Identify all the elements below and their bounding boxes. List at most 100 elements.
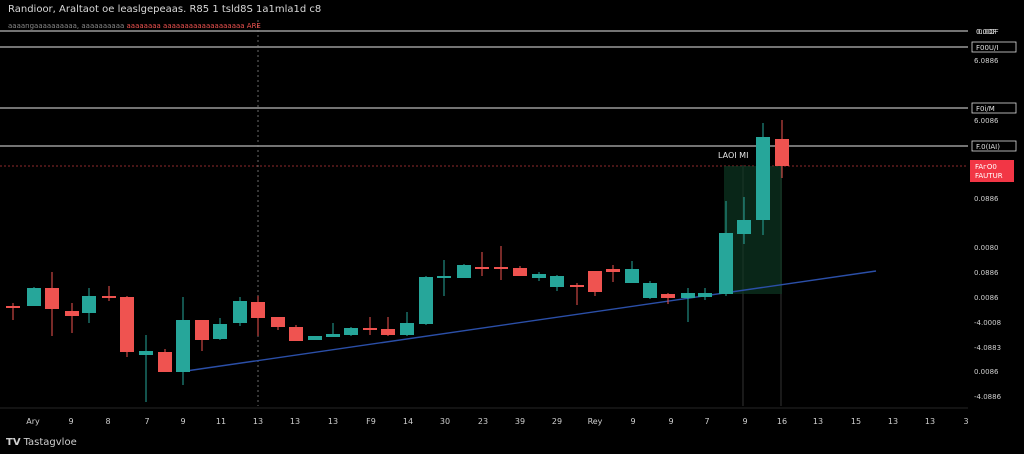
- candle: [661, 293, 675, 304]
- candle: [494, 246, 508, 280]
- candle-body: [139, 351, 153, 355]
- candle-body: [775, 139, 789, 166]
- logo-text: Tastagvloe: [23, 437, 77, 448]
- y-tick-label: 0.0886: [974, 195, 999, 203]
- y-tick-label: 0.0886: [974, 269, 999, 277]
- y-tick-label: 0.0080: [974, 244, 999, 252]
- x-tick-label: 13: [253, 417, 263, 426]
- candle: [719, 201, 733, 296]
- candle-body: [457, 265, 471, 278]
- candle-body: [6, 306, 20, 308]
- x-tick-label: 9: [630, 417, 635, 426]
- x-tick-label: 13: [813, 417, 823, 426]
- x-tick-label: Ary: [26, 417, 40, 426]
- x-tick-label: 30: [440, 417, 450, 426]
- candle: [400, 312, 414, 336]
- candle: [195, 320, 209, 351]
- candle-body: [475, 267, 489, 269]
- x-tick-label: 3: [963, 417, 968, 426]
- level-label: F.0(IAI): [971, 140, 1017, 152]
- candle-body: [756, 137, 770, 220]
- candle-body: [326, 334, 340, 337]
- candle: [550, 275, 564, 291]
- candle: [233, 297, 247, 326]
- candle: [65, 303, 79, 333]
- candle-body: [532, 274, 546, 278]
- candle: [176, 297, 190, 385]
- candle-body: [344, 328, 358, 335]
- subtitle-red: aaaaaaaa aaaaaaaaaaaaaaaaaaa ARE: [126, 22, 261, 30]
- candle: [251, 296, 265, 336]
- y-tick-label: 0.0OF: [978, 28, 999, 36]
- x-tick-label: 15: [851, 417, 861, 426]
- level-label-text: F00U/I: [976, 44, 998, 52]
- y-tick-label: 0.0086: [974, 294, 999, 302]
- candle: [681, 288, 695, 322]
- candle-body: [233, 301, 247, 323]
- candle: [120, 296, 134, 357]
- candle: [289, 325, 303, 341]
- candle-body: [737, 220, 751, 234]
- x-tick-label: Rey: [588, 417, 603, 426]
- candle: [45, 272, 59, 336]
- candle-body: [102, 296, 116, 298]
- x-tick-label: 9: [180, 417, 185, 426]
- candle: [643, 281, 657, 299]
- current-price-badge-text: FAгO0: [975, 163, 997, 171]
- candle: [698, 288, 712, 300]
- x-tick-label: 11: [216, 417, 226, 426]
- candle-body: [400, 323, 414, 335]
- candle-body: [643, 283, 657, 298]
- candle-body: [251, 302, 265, 318]
- candle-body: [513, 268, 527, 276]
- level-label-box: [971, 102, 1017, 114]
- measure-zone: [724, 166, 782, 294]
- candle: [419, 276, 433, 325]
- y-tick-label: 0.0086: [974, 368, 999, 376]
- x-tick-label: F9: [366, 417, 376, 426]
- chart-header-title: Randioor, Araltaot oe leaslgepeaas. R85 …: [8, 4, 322, 15]
- chart-header-subtitle: aaaangaaaaaaaaaa, aaaaaaaaaa aaaaaaaa aa…: [8, 22, 261, 30]
- x-tick-label: 7: [144, 417, 149, 426]
- x-tick-label: 9: [68, 417, 73, 426]
- level-label-text: F.0(IAI): [976, 143, 1000, 151]
- candle-body: [494, 267, 508, 269]
- candle-body: [419, 277, 433, 324]
- candle: [737, 197, 751, 244]
- x-tick-label: 13: [290, 417, 300, 426]
- y-tick-label: 6.0086: [974, 117, 999, 125]
- current-price-badge-text: FAUTUR: [975, 172, 1003, 180]
- candle-body: [661, 294, 675, 298]
- candle: [588, 271, 602, 296]
- x-tick-label: 8: [105, 417, 110, 426]
- x-tick-label: 13: [328, 417, 338, 426]
- x-tick-label: 23: [478, 417, 488, 426]
- y-tick-label: -4.0008: [974, 319, 1001, 327]
- level-label-text: 0.0OF: [976, 28, 997, 36]
- level-label: F00U/I: [971, 41, 1017, 53]
- candle-body: [363, 328, 377, 330]
- candle-body: [120, 297, 134, 352]
- candle-body: [308, 336, 322, 340]
- candle-body: [195, 320, 209, 340]
- candle-body: [82, 296, 96, 313]
- y-tick-label: -4.0886: [974, 393, 1002, 401]
- candle-body: [65, 311, 79, 316]
- candle-body: [625, 269, 639, 283]
- candle: [625, 261, 639, 283]
- candle-body: [213, 324, 227, 339]
- candle: [475, 252, 489, 276]
- candle: [139, 335, 153, 402]
- trendline: [185, 270, 877, 372]
- candle: [102, 286, 116, 301]
- level-label-box: [971, 41, 1017, 53]
- candle: [27, 287, 41, 306]
- candle: [775, 120, 789, 178]
- candle: [457, 264, 471, 278]
- subtitle-grey: aaaangaaaaaaaaaa, aaaaaaaaaa: [8, 22, 125, 30]
- candle-body: [606, 269, 620, 272]
- candle: [756, 123, 770, 235]
